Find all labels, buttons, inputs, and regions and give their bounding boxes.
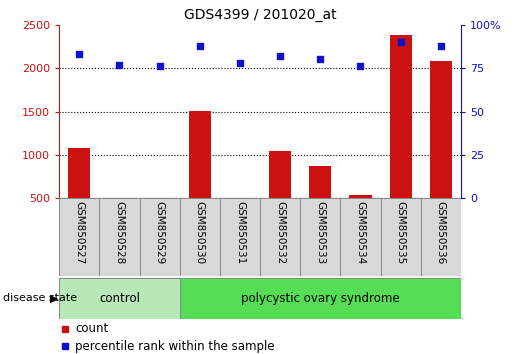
Text: disease state: disease state (3, 293, 77, 303)
Bar (340, 198, 381, 276)
Bar (180, 278, 461, 319)
Point (75, 51, 83, 57)
Bar (421, 198, 461, 276)
Text: GSM850534: GSM850534 (355, 201, 366, 264)
Bar (269, 152, 291, 242)
Point (276, 53, 284, 59)
Point (316, 57, 324, 62)
Text: ▶: ▶ (50, 293, 58, 303)
Text: GSM850528: GSM850528 (114, 201, 125, 264)
Bar (189, 111, 211, 242)
Text: GSM850531: GSM850531 (235, 201, 245, 264)
Text: GSM850535: GSM850535 (396, 201, 406, 264)
Point (115, 62, 124, 68)
Text: control: control (99, 292, 140, 305)
Point (156, 64, 164, 69)
Text: count: count (75, 322, 109, 335)
Bar (390, 35, 411, 242)
Bar (68, 148, 90, 242)
Bar (180, 198, 220, 276)
Point (437, 43, 445, 48)
Bar (109, 199, 130, 242)
Title: GDS4399 / 201020_at: GDS4399 / 201020_at (184, 8, 336, 22)
Bar (149, 199, 170, 242)
Bar (260, 198, 300, 276)
Text: GSM850533: GSM850533 (315, 201, 325, 264)
Bar (300, 198, 340, 276)
Bar (350, 195, 371, 242)
Text: GSM850530: GSM850530 (195, 201, 205, 264)
Point (356, 64, 365, 69)
Point (236, 60, 244, 66)
Bar (229, 201, 251, 242)
Bar (59, 278, 180, 319)
Text: GSM850527: GSM850527 (74, 201, 84, 264)
Point (196, 43, 204, 48)
Text: GSM850529: GSM850529 (154, 201, 165, 264)
Bar (381, 198, 421, 276)
Text: GSM850536: GSM850536 (436, 201, 446, 264)
Text: polycystic ovary syndrome: polycystic ovary syndrome (241, 292, 400, 305)
Bar (59, 198, 99, 276)
Bar (430, 61, 452, 242)
Text: GSM850532: GSM850532 (275, 201, 285, 264)
Bar (220, 198, 260, 276)
Bar (140, 198, 180, 276)
Bar (99, 198, 140, 276)
Point (397, 39, 405, 45)
Bar (310, 166, 331, 242)
Text: percentile rank within the sample: percentile rank within the sample (75, 340, 275, 353)
